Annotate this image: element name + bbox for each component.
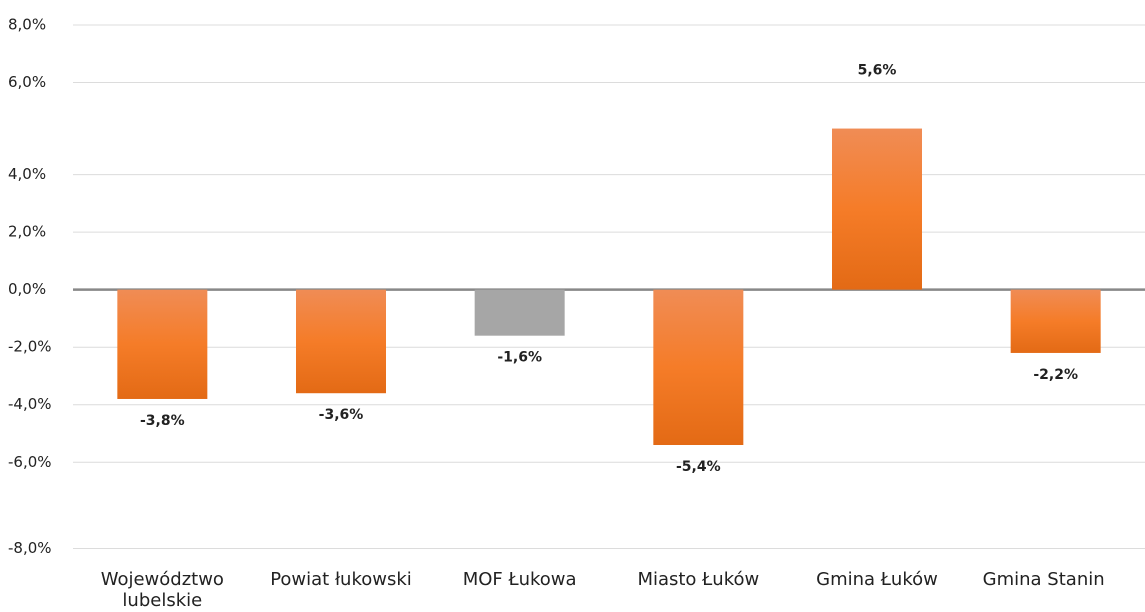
y-tick-label: -8,0% [8, 539, 52, 557]
y-tick-label: 4,0% [8, 165, 46, 183]
y-tick-label: 8,0% [8, 16, 46, 34]
y-tick-label: 6,0% [8, 73, 46, 91]
bar [117, 289, 208, 399]
bar [832, 128, 922, 290]
value-label: -5,4% [676, 459, 721, 475]
value-label: -3,6% [319, 407, 364, 423]
value-label: -3,8% [140, 413, 185, 429]
value-label: 5,6% [858, 63, 897, 79]
x-tick-label: Gmina Stanin [982, 569, 1105, 590]
bar [296, 289, 386, 394]
y-tick-label: 0,0% [8, 280, 46, 298]
y-tick-label: -6,0% [8, 453, 52, 471]
bar [653, 289, 744, 445]
y-tick-label: 2,0% [8, 223, 46, 241]
bar [474, 289, 565, 336]
x-tick-label: Województwo lubelskie [100, 569, 224, 611]
bar [1010, 289, 1101, 353]
y-tick-label: -4,0% [8, 395, 52, 413]
y-tick-label: -2,0% [8, 338, 52, 356]
x-tick-label: MOF Łukowa [462, 569, 577, 590]
x-tick-label: Miasto Łuków [637, 569, 760, 590]
x-tick-label: Gmina Łuków [816, 569, 938, 590]
x-tick-label: Powiat łukowski [270, 569, 412, 590]
value-label: -2,2% [1033, 367, 1078, 383]
value-label: -1,6% [497, 350, 542, 366]
